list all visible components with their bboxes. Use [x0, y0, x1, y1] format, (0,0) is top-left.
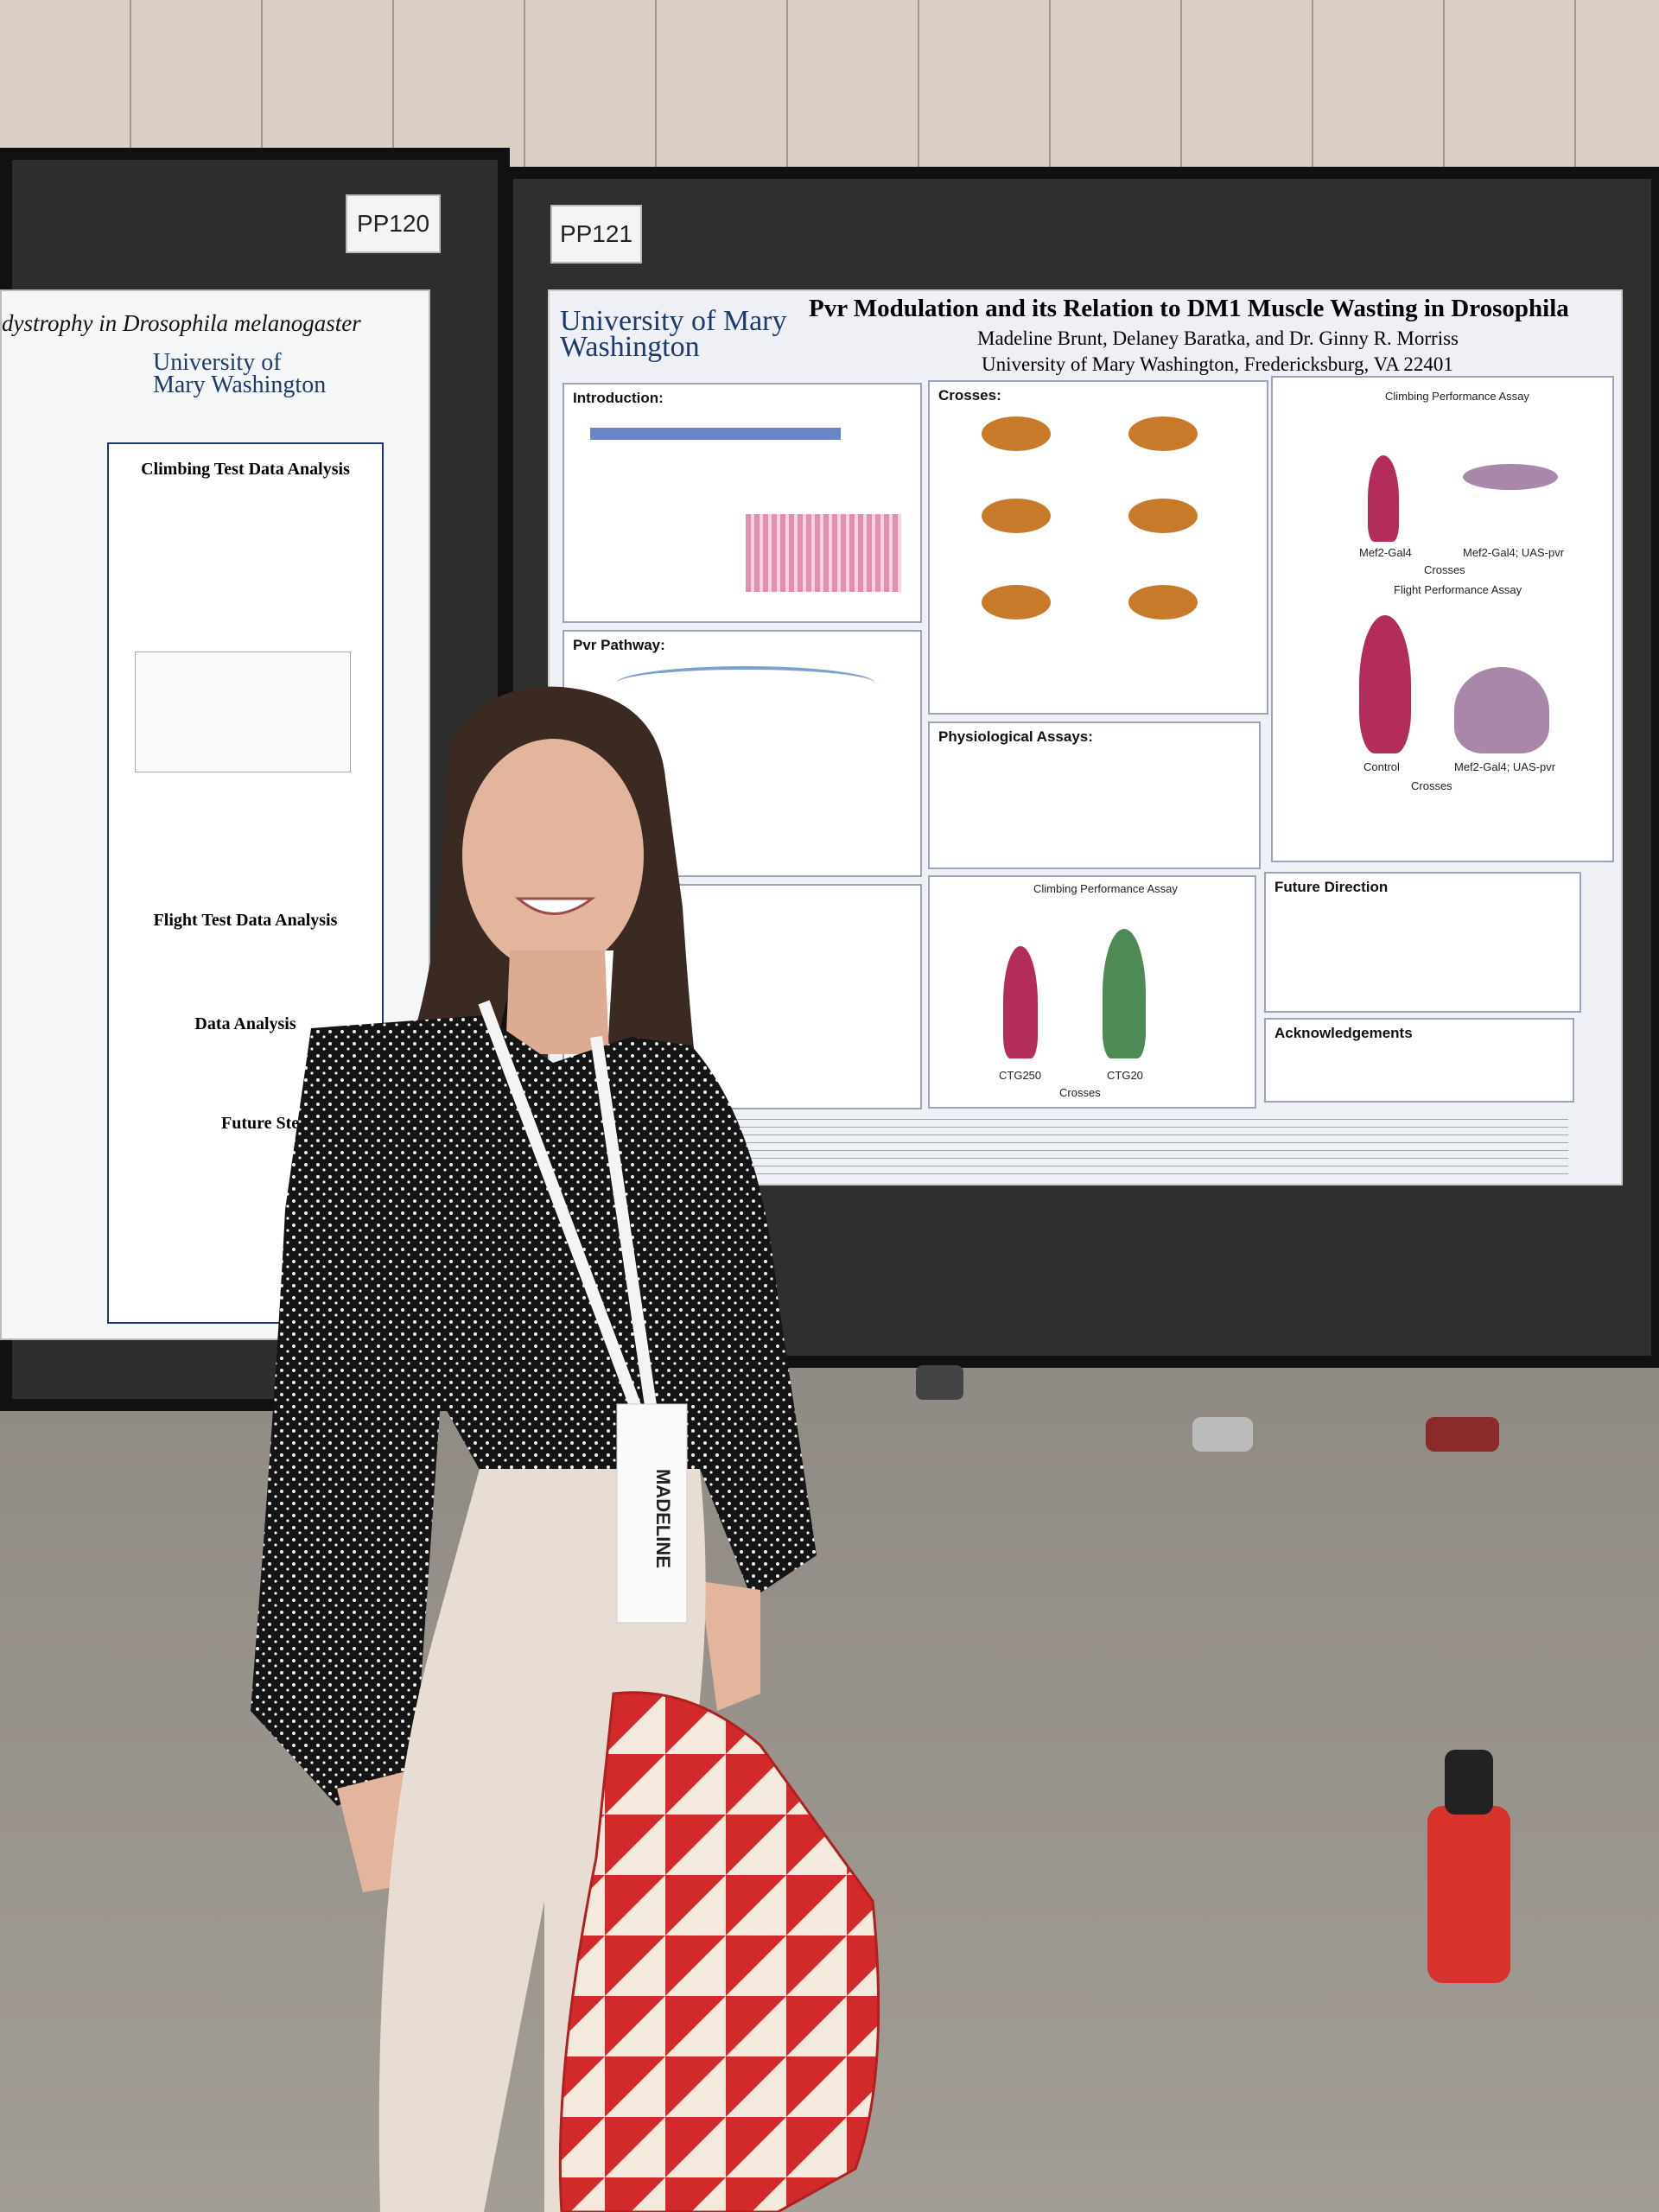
lanyard — [478, 1000, 658, 1420]
board-label: PP121 — [550, 205, 642, 264]
section-heading: Climbing Test Data Analysis — [141, 460, 350, 479]
hand — [700, 1581, 760, 1711]
affiliation: University of Mary Washington, Frederick… — [982, 353, 1453, 375]
violin — [1368, 455, 1399, 542]
violin — [1463, 464, 1558, 490]
blouse — [251, 1015, 817, 1806]
shoe — [1192, 1417, 1253, 1452]
neck — [505, 950, 609, 1054]
bottle-cap — [1445, 1750, 1493, 1815]
face — [462, 739, 644, 972]
shoe — [1426, 1417, 1499, 1452]
section-heading: Physiological Assays: — [938, 728, 1093, 745]
section-heading: Acknowledgements — [1274, 1025, 1413, 1041]
crosses-panel: Crosses: — [928, 380, 1268, 715]
chart-title: Flight Performance Assay — [1394, 583, 1522, 596]
ack-panel: Acknowledgements — [1264, 1018, 1574, 1103]
axis-label: CTG250 — [999, 1069, 1042, 1082]
logo: University of Mary Washington — [153, 349, 327, 398]
authors: Madeline Brunt, Delaney Baratka, and Dr.… — [977, 327, 1459, 349]
badge-name: MADELINE — [652, 1469, 674, 1568]
assays-panel: Physiological Assays: — [928, 721, 1261, 869]
axis-label: Mef2-Gal4; UAS-pvr — [1463, 546, 1565, 559]
section-heading: Introduction: — [573, 390, 664, 406]
section-heading: Future Direction — [1274, 879, 1389, 895]
results-panel: Climbing Performance Assay Mef2-Gal4 Mef… — [1271, 376, 1614, 862]
axis-label: Mef2-Gal4; UAS-pvr — [1454, 760, 1556, 773]
fly — [982, 585, 1051, 620]
chart-title: Climbing Performance Assay — [1385, 390, 1529, 403]
bottle — [1427, 1806, 1510, 1983]
axis-label: CTG20 — [1107, 1069, 1143, 1082]
axis-label: Crosses — [1411, 779, 1452, 792]
axis-label: Control — [1363, 760, 1400, 773]
logo: University of Mary Washington — [560, 305, 787, 363]
fly — [982, 416, 1051, 451]
section-heading: Data Analysis — [194, 1014, 296, 1033]
fly — [1128, 416, 1198, 451]
intro-panel: Introduction: — [563, 383, 922, 623]
background-people — [916, 1365, 1607, 1495]
shoe — [916, 1365, 963, 1400]
graph — [135, 652, 351, 772]
violin — [1103, 929, 1146, 1058]
section-heading: Pvr Pathway: — [573, 637, 665, 653]
badge — [616, 1403, 688, 1624]
fly — [1128, 585, 1198, 620]
violin — [1359, 615, 1411, 753]
fly — [982, 499, 1051, 533]
axis-label: Crosses — [1424, 563, 1465, 576]
wall — [0, 0, 1659, 173]
axis-label: Mef2-Gal4 — [1359, 546, 1412, 559]
violin — [1003, 946, 1038, 1058]
violin — [1454, 667, 1549, 753]
gene-diagram — [590, 428, 841, 440]
ctg-chart-panel: Climbing Performance Assay CTG250 CTG20 … — [928, 875, 1256, 1109]
board-label: PP120 — [346, 194, 441, 253]
poster-title: Pvr Modulation and its Relation to DM1 M… — [809, 295, 1569, 322]
future-panel: Future Direction — [1264, 872, 1581, 1013]
membrane — [616, 666, 875, 701]
bag — [558, 1691, 880, 2212]
poster-title: dystrophy in Drosophila melanogaster — [2, 310, 361, 336]
section-heading: Crosses: — [938, 387, 1001, 404]
section-heading: Flight Test Data Analysis — [153, 911, 338, 930]
axis-label: Crosses — [1059, 1086, 1101, 1099]
chart-title: Climbing Performance Assay — [1033, 882, 1178, 895]
section-heading: Future Ste — [221, 1114, 300, 1133]
right-poster: University of Mary Washington Pvr Modula… — [548, 289, 1623, 1185]
references — [735, 1112, 1568, 1181]
repeat-block — [746, 514, 901, 592]
fly — [1128, 499, 1198, 533]
mouth — [515, 897, 596, 915]
